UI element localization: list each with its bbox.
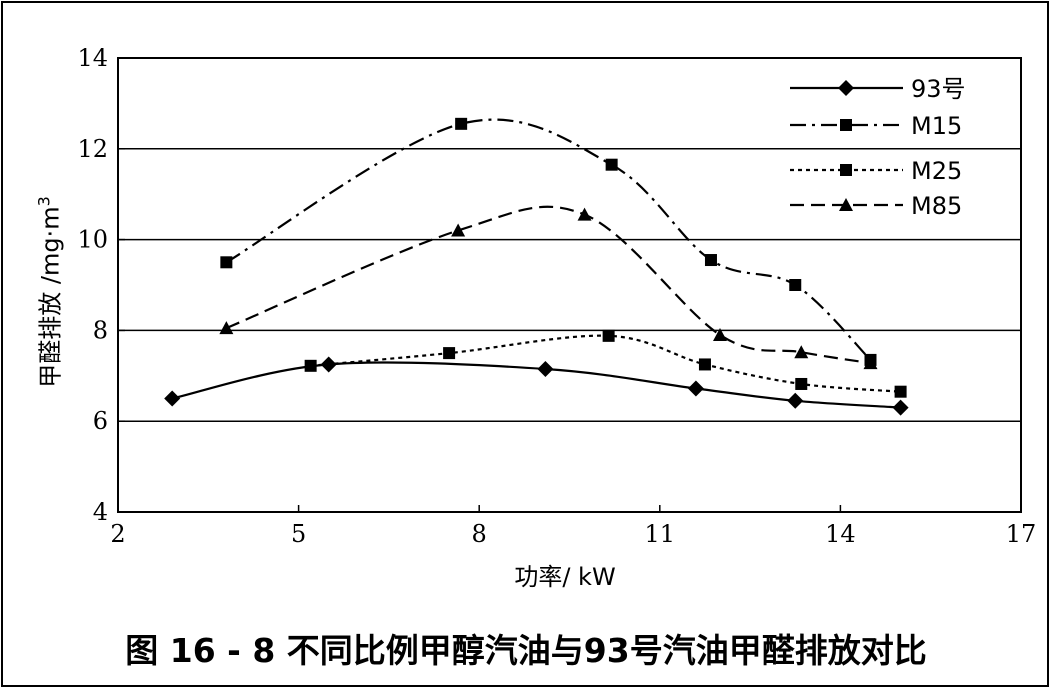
y-tick-label: 14 — [77, 44, 108, 72]
legend-marker — [840, 164, 852, 176]
data-point — [304, 359, 317, 372]
legend-label: 93号 — [911, 75, 966, 103]
legend-item: M25 — [790, 157, 962, 185]
y-tick-label: 10 — [77, 226, 108, 254]
legend-marker — [838, 80, 854, 96]
data-point — [220, 256, 233, 269]
data-point — [219, 321, 234, 335]
x-axis-label: 功率/ kW — [514, 563, 616, 591]
data-point — [794, 345, 809, 359]
data-point — [537, 360, 554, 377]
y-tick-label: 12 — [77, 135, 108, 163]
data-point — [795, 377, 808, 390]
data-point — [455, 117, 468, 130]
series-3 — [304, 329, 907, 398]
legend-label: M15 — [911, 112, 962, 140]
data-point — [787, 392, 804, 409]
legend-label: M85 — [911, 192, 962, 220]
x-tick-label: 5 — [291, 520, 306, 548]
x-tick-label: 17 — [1006, 520, 1037, 548]
data-point — [451, 223, 466, 237]
data-point — [577, 207, 592, 221]
legend-item: M15 — [790, 112, 962, 140]
legend-item: M85 — [790, 192, 962, 220]
data-point — [605, 158, 618, 171]
x-tick-label: 14 — [825, 520, 856, 548]
y-tick-label: 8 — [93, 316, 108, 344]
figure-caption: 图 16 - 8 不同比例甲醇汽油与93号汽油甲醛排放对比 — [125, 631, 927, 670]
grid-lines — [118, 148, 1021, 422]
series-2 — [220, 117, 877, 366]
y-tick-label: 4 — [93, 498, 108, 526]
legend-item: 93号 — [790, 75, 966, 103]
data-point — [164, 390, 181, 407]
data-point — [602, 329, 615, 342]
data-point — [704, 254, 717, 267]
chart-axes: 4 6 8 10 12 14 2 5 8 11 14 17 — [77, 44, 1036, 548]
data-point — [698, 358, 711, 371]
legend: 93号 M15 M25 M85 — [790, 75, 966, 220]
y-axis-label: 甲醛排放 /mg·m3 — [34, 196, 65, 388]
legend-marker — [840, 119, 852, 131]
series-4 — [219, 205, 878, 370]
data-point — [443, 347, 456, 360]
x-tick-label: 11 — [645, 520, 676, 548]
data-point — [863, 356, 878, 370]
legend-label: M25 — [911, 157, 962, 185]
data-point — [687, 380, 704, 397]
x-tick-label: 8 — [472, 520, 487, 548]
series-line — [225, 205, 871, 365]
data-point — [789, 279, 802, 291]
y-tick-label: 6 — [93, 407, 108, 435]
data-point — [894, 385, 907, 398]
x-tick-label: 2 — [110, 520, 125, 548]
plot-area-frame — [117, 57, 1022, 513]
legend-marker — [839, 198, 853, 211]
data-point — [892, 399, 909, 416]
series-layer — [164, 117, 909, 416]
data-point — [713, 327, 727, 341]
